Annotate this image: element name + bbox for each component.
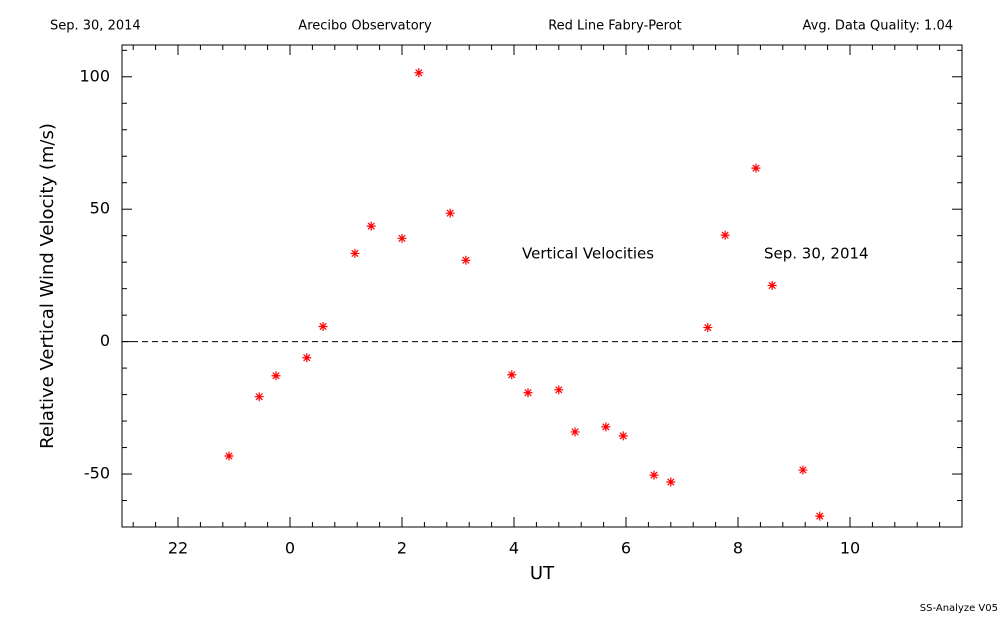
point: [618, 431, 628, 441]
point: [254, 392, 264, 402]
header-instrument: Red Line Fabry-Perot: [548, 19, 682, 34]
x-tick-label: 6: [621, 539, 631, 558]
point: [666, 477, 676, 487]
point: [554, 385, 564, 395]
point: [570, 427, 580, 437]
x-tick-label: 2: [397, 539, 407, 558]
x-axis-label: UT: [530, 563, 555, 584]
point: [414, 68, 424, 78]
x-tick-label: 8: [733, 539, 743, 558]
point: [224, 451, 234, 461]
x-tick-label: 0: [285, 539, 295, 558]
y-axis-label: Relative Vertical Wind Velocity (m/s): [37, 123, 58, 449]
footer: SS-Analyze V05: [920, 603, 998, 614]
point: [445, 208, 455, 218]
plot-frame: [121, 44, 963, 528]
point: [350, 248, 360, 258]
point: [720, 230, 730, 240]
header-quality: Avg. Data Quality: 1.04: [803, 19, 953, 34]
x-tick-label: 10: [840, 539, 860, 558]
point: [271, 371, 281, 381]
x-tick-label: 4: [509, 539, 519, 558]
y-tick-label: -50: [84, 464, 110, 483]
header-date: Sep. 30, 2014: [50, 19, 141, 34]
y-tick-label: 50: [90, 199, 110, 218]
point: [751, 163, 761, 173]
point: [366, 221, 376, 231]
point: [461, 255, 471, 265]
annotation: Sep. 30, 2014: [764, 245, 869, 263]
point: [798, 465, 808, 475]
point: [318, 322, 328, 332]
y-tick-label: 0: [100, 331, 110, 350]
x-tick-label: 22: [168, 539, 188, 558]
point: [601, 422, 611, 432]
point: [649, 470, 659, 480]
point: [815, 511, 825, 521]
point: [703, 323, 713, 333]
annotation: Vertical Velocities: [522, 245, 654, 263]
point: [523, 388, 533, 398]
point: [302, 353, 312, 363]
header-site: Arecibo Observatory: [298, 19, 432, 34]
y-tick-label: 100: [79, 66, 110, 85]
point: [767, 280, 777, 290]
point: [507, 370, 517, 380]
point: [397, 233, 407, 243]
